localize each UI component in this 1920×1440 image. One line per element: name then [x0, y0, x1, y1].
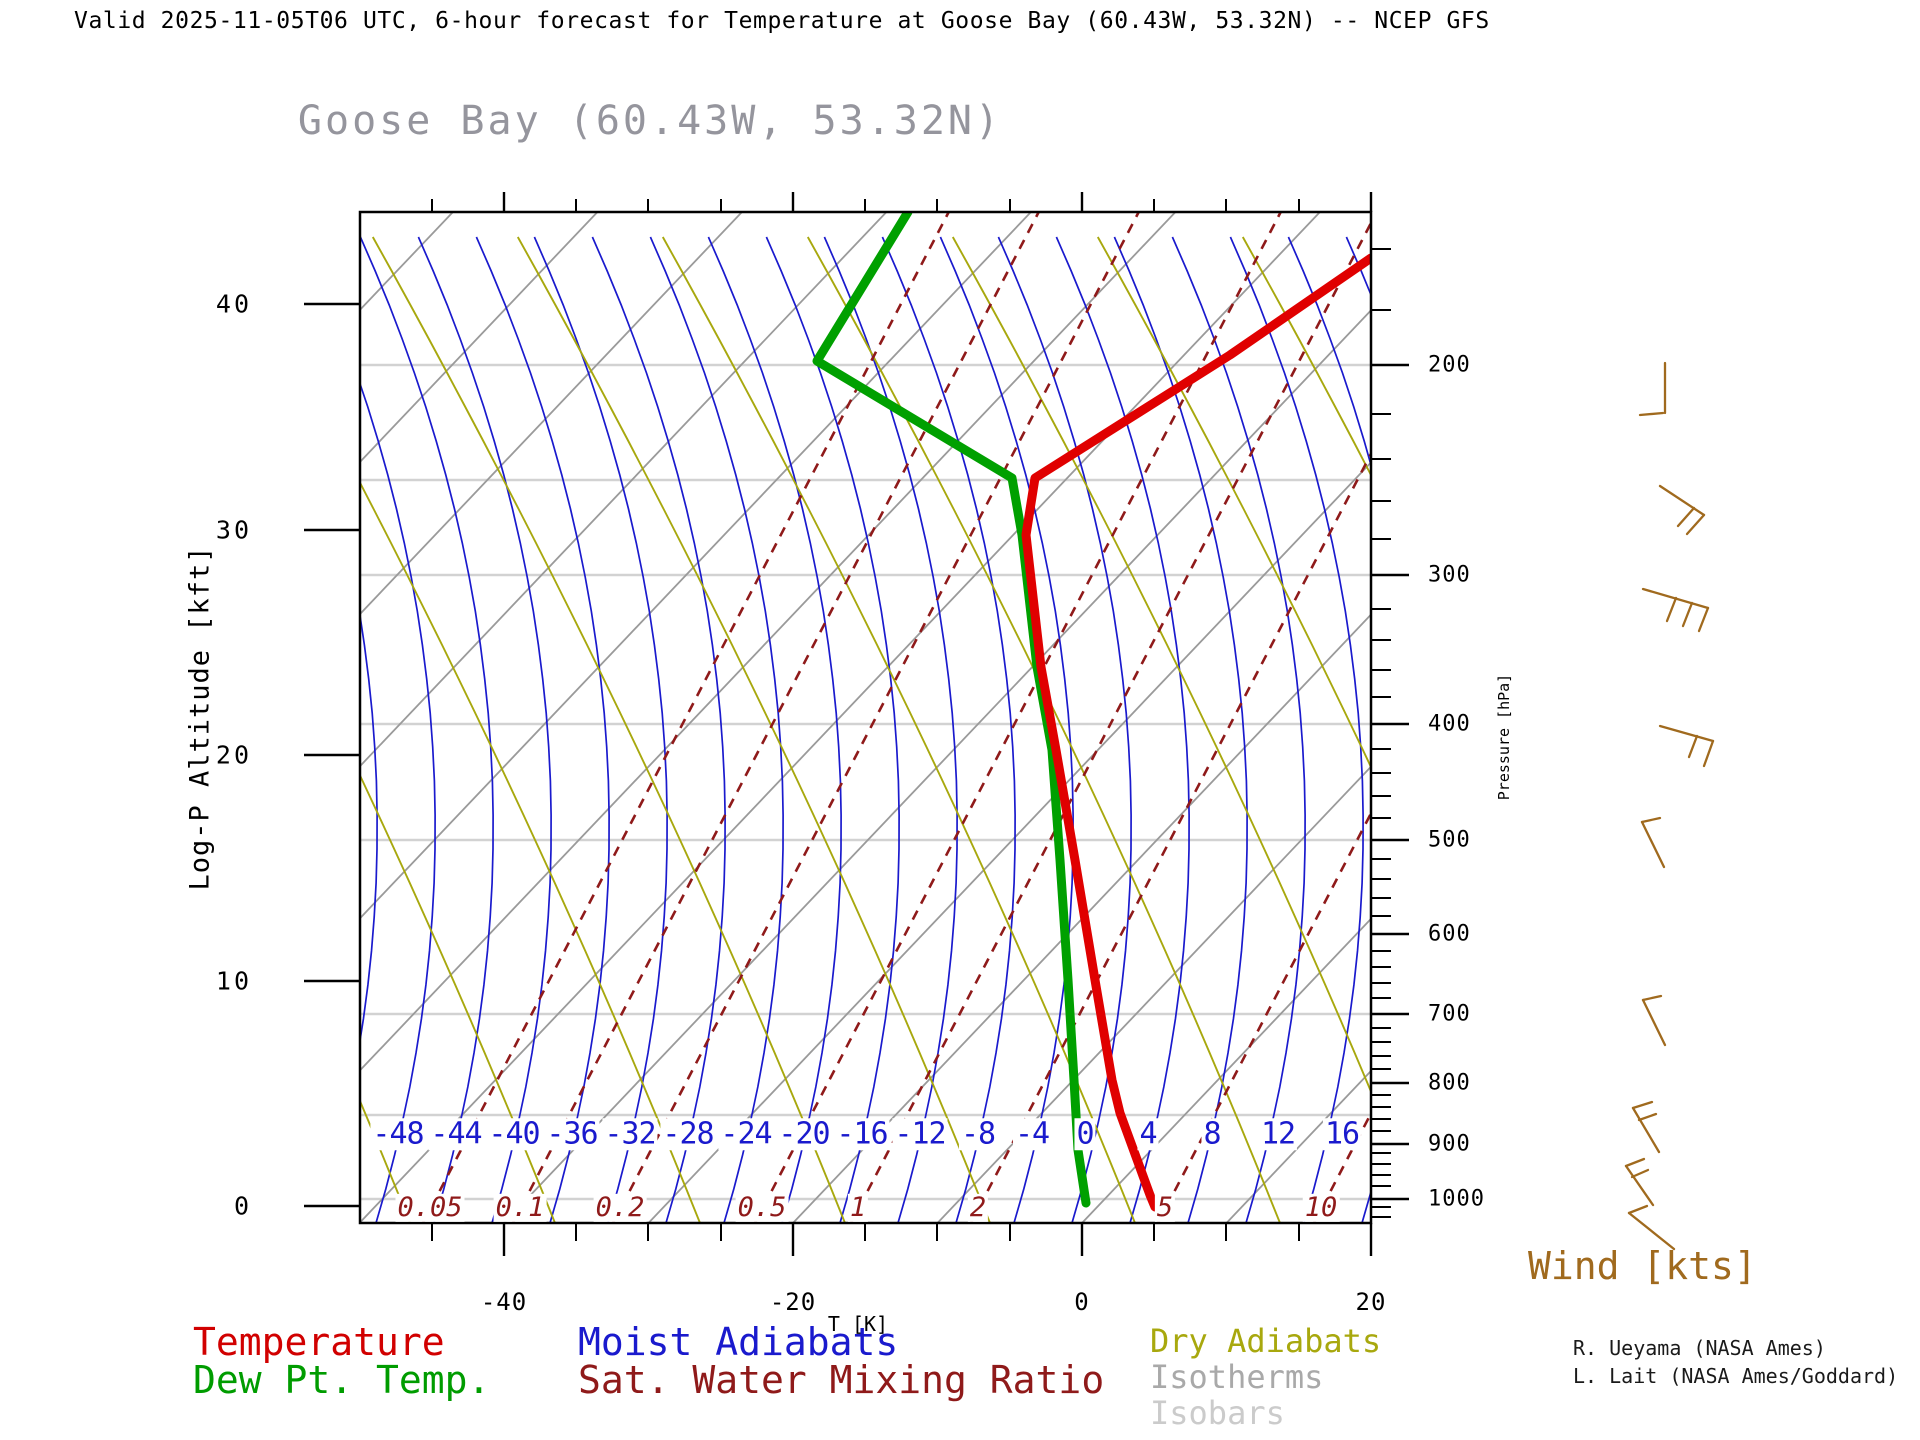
legend-dry-adiabats: Dry Adiabats	[1150, 1322, 1382, 1360]
moist-adiabat-value-label: -16	[834, 1116, 890, 1152]
legend-isobars: Isobars	[1150, 1394, 1285, 1432]
bottom-axis-title: T [K]	[827, 1312, 889, 1336]
axes-and-ticks	[304, 192, 1409, 1256]
moist-adiabat-value-label: -8	[958, 1116, 998, 1152]
x-axis-tick-label: 20	[1355, 1288, 1387, 1316]
moist-adiabat-value-label: 4	[1137, 1116, 1159, 1152]
moist-adiabat-value-label: -20	[776, 1116, 832, 1152]
mixing-ratio-value-label: 5	[1154, 1191, 1176, 1223]
mixing-ratio-value-label: 10	[1302, 1191, 1340, 1223]
legend-mixing-ratio: Sat. Water Mixing Ratio	[578, 1358, 1105, 1402]
altitude-tick-label: 10	[215, 966, 252, 996]
pressure-tick-label: 200	[1428, 352, 1471, 378]
mixing-ratio-value-label: 2	[967, 1191, 989, 1223]
x-axis-tick-label: -20	[769, 1288, 817, 1316]
wind-axis-title: Wind [kts]	[1528, 1244, 1757, 1288]
pressure-tick-label: 500	[1428, 827, 1471, 853]
wind-barbs	[1624, 361, 1715, 1251]
temperature-curve	[1021, 253, 1371, 1212]
pressure-tick-label: 800	[1428, 1070, 1471, 1096]
legend-temperature: Temperature	[193, 1320, 445, 1364]
dry-adiabat-lines	[360, 236, 1371, 1223]
pressure-tick-label: 300	[1428, 562, 1471, 588]
moist-adiabat-value-label: -40	[486, 1116, 542, 1152]
chart-title: Goose Bay (60.43W, 53.32N)	[297, 98, 1003, 144]
moist-adiabat-lines	[360, 236, 1371, 1223]
pressure-tick-label: 900	[1428, 1131, 1471, 1157]
pressure-tick-label: 700	[1428, 1001, 1471, 1027]
pressure-tick-label: 1000	[1428, 1186, 1485, 1212]
altitude-tick-label: 20	[215, 740, 252, 770]
moist-adiabat-value-label: -12	[892, 1116, 948, 1152]
left-axis-title: Log-P Altitude [kft]	[184, 545, 216, 891]
credit-line-1: R. Ueyama (NASA Ames)	[1573, 1336, 1826, 1360]
moist-adiabat-value-label: -48	[370, 1116, 426, 1152]
mixing-ratio-value-label: 0.2	[593, 1191, 647, 1223]
mixing-ratio-value-label: 0.1	[493, 1191, 547, 1223]
altitude-tick-label: 30	[215, 515, 252, 545]
valid-time-header: Valid 2025-11-05T06 UTC, 6-hour forecast…	[74, 8, 1490, 34]
mixing-ratio-value-label: 1	[847, 1191, 869, 1223]
legend-moist-adiabats: Moist Adiabats	[578, 1320, 899, 1364]
moist-adiabat-value-label: 12	[1258, 1116, 1298, 1152]
moist-adiabat-value-label: 0	[1074, 1116, 1096, 1152]
mixing-ratio-value-label: 0.05	[395, 1191, 465, 1223]
moist-adiabat-value-label: -32	[602, 1116, 658, 1152]
legend-dewpoint: Dew Pt. Temp.	[193, 1358, 491, 1402]
right-axis-title: Pressure [hPa]	[1495, 673, 1513, 801]
moist-adiabat-value-label: -28	[660, 1116, 716, 1152]
moist-adiabat-value-label: 8	[1201, 1116, 1223, 1152]
x-axis-tick-label: 0	[1074, 1288, 1090, 1316]
mixing-ratio-value-label: 0.5	[735, 1191, 789, 1223]
moist-adiabat-value-label: -24	[718, 1116, 774, 1152]
credit-line-2: L. Lait (NASA Ames/Goddard)	[1573, 1364, 1899, 1388]
altitude-tick-label: 40	[215, 289, 252, 319]
moist-adiabat-value-label: 16	[1322, 1116, 1362, 1152]
altitude-tick-label: 0	[233, 1191, 252, 1221]
x-axis-tick-label: -40	[480, 1288, 528, 1316]
pressure-tick-label: 400	[1428, 711, 1471, 737]
moist-adiabat-value-label: -4	[1012, 1116, 1052, 1152]
pressure-tick-label: 600	[1428, 921, 1471, 947]
isobar-lines	[360, 363, 1371, 1201]
mixing-ratio-lines	[421, 212, 1371, 1223]
moist-adiabat-value-label: -36	[544, 1116, 600, 1152]
moist-adiabat-value-label: -44	[428, 1116, 484, 1152]
isotherm-lines	[360, 212, 1371, 1223]
legend-isotherms: Isotherms	[1150, 1358, 1324, 1396]
